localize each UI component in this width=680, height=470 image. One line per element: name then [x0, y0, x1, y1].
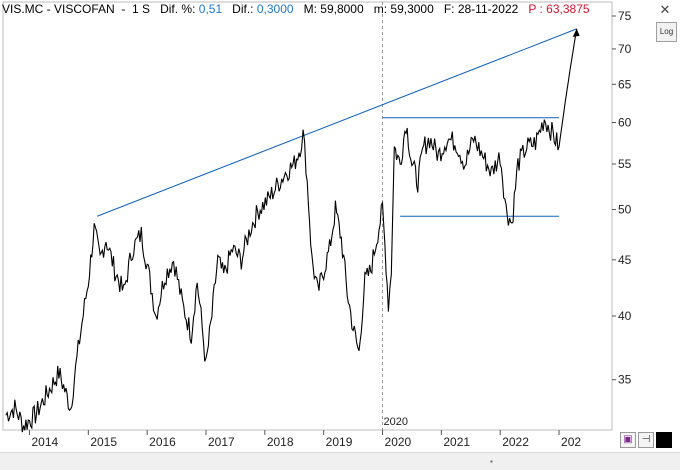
- date-value: 28-11-2022: [457, 2, 519, 16]
- x-tick-label-9: 202: [561, 435, 581, 449]
- x-tick-label-8: 2022: [502, 435, 529, 449]
- price-label: P :: [528, 2, 543, 16]
- high-value: 59,8000: [320, 2, 364, 16]
- y-tick-label-8: 75: [618, 9, 632, 23]
- horizontal-scrollbar[interactable]: ▪: [0, 452, 680, 470]
- y-tick-label-3: 50: [618, 203, 632, 217]
- y-tick-label-7: 70: [618, 42, 632, 56]
- x-tick-label-6: 2020: [385, 435, 412, 449]
- ticker-label: VIS.MC - VISCOFAN: [2, 2, 115, 16]
- y-tick-label-6: 65: [618, 77, 632, 91]
- price-value: 63,3875: [546, 2, 590, 16]
- x-tick-label-3: 2017: [208, 435, 235, 449]
- chart-header: VIS.MC - VISCOFAN - 1 S Dif. %: 0,51 Dif…: [2, 2, 590, 16]
- scroll-grip-icon[interactable]: ▪: [490, 457, 493, 466]
- price-arrow-head: [572, 28, 580, 37]
- x-marker-label: 2020: [384, 416, 408, 428]
- y-tick-label-0: 35: [618, 373, 632, 387]
- x-tick-label-2: 2016: [149, 435, 176, 449]
- period-label: 1 S: [132, 2, 151, 16]
- x-tick-label-5: 2019: [326, 435, 353, 449]
- low-value: 59,3000: [390, 2, 434, 16]
- color-swatch-button[interactable]: [656, 432, 672, 448]
- price-chart[interactable]: 35 40 45 50 55 60 65 70 75 2014 2015 2016 2017 2018 20…: [0, 0, 680, 452]
- trendline-0: [96, 28, 577, 217]
- y-tick-label-5: 60: [618, 115, 632, 129]
- high-label: M:: [303, 2, 317, 16]
- low-label: m:: [373, 2, 388, 16]
- pin-icon[interactable]: ⊣: [638, 432, 654, 448]
- log-scale-button[interactable]: Log: [656, 22, 677, 42]
- chart-toolbar: ▣ ⊣: [620, 432, 672, 449]
- date-label: F:: [443, 2, 455, 16]
- y-tick-label-4: 55: [618, 157, 632, 171]
- dif-pct-label: Dif. %:: [160, 2, 196, 16]
- price-line: [5, 28, 578, 433]
- x-tick-label-4: 2018: [267, 435, 294, 449]
- x-tick-label-0: 2014: [31, 435, 58, 449]
- y-tick-label-2: 45: [618, 253, 632, 267]
- dif-pct-value: 0,51: [198, 2, 223, 16]
- dif-value: 0,3000: [256, 2, 294, 16]
- x-tick-label-7: 2021: [443, 435, 470, 449]
- x-tick-label-1: 2015: [90, 435, 117, 449]
- plot-frame: [2, 1, 613, 431]
- dif-label: Dif.:: [232, 2, 254, 16]
- y-tick-label-1: 40: [618, 309, 632, 323]
- close-icon[interactable]: ✕: [659, 2, 671, 17]
- save-icon[interactable]: ▣: [620, 432, 636, 448]
